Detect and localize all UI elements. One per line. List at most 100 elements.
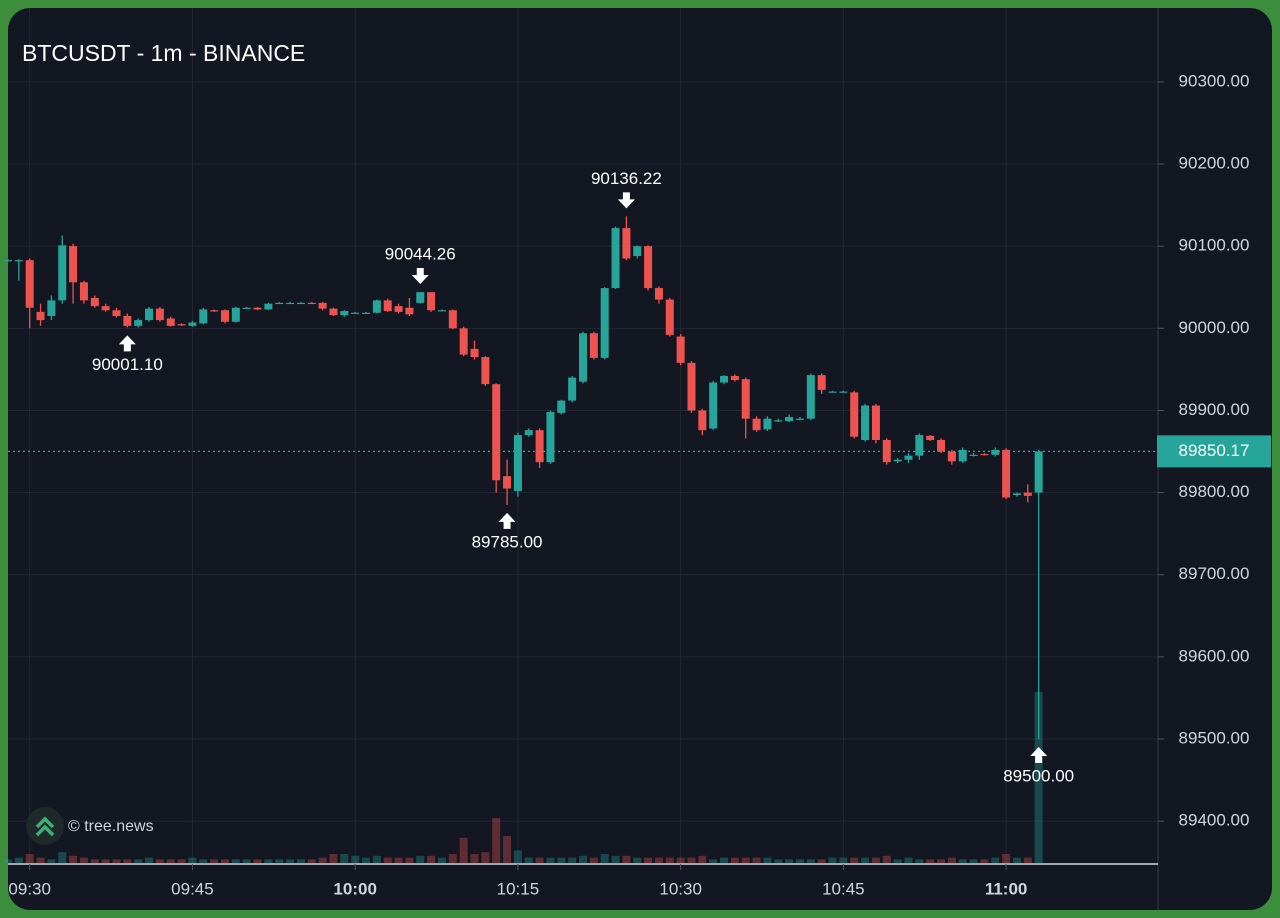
annotation: 90044.26 (385, 244, 456, 284)
volume-bar (416, 855, 425, 863)
volume-bar (904, 857, 913, 863)
volume-bar (763, 857, 772, 863)
volume-bar (622, 855, 631, 863)
volume-bar (806, 859, 815, 863)
candle-body (318, 302, 327, 309)
candle-body (720, 375, 729, 383)
candle-body (481, 357, 490, 385)
candle-body (351, 312, 360, 314)
volume-bar (524, 857, 533, 863)
last-price-box (1157, 435, 1271, 468)
candle-body (448, 310, 457, 329)
candle-body (687, 362, 696, 411)
volume-bar (36, 857, 45, 863)
volume-bar (372, 855, 381, 863)
volume-bar (459, 837, 468, 863)
annotation-arrow (617, 192, 635, 209)
candle-body (394, 306, 403, 312)
candle-body (427, 292, 436, 311)
y-tick-label: 89600.00 (1179, 646, 1250, 665)
volume-bar (980, 859, 989, 863)
candle-body (546, 412, 555, 463)
annotation-arrow (411, 267, 429, 284)
candle-body (730, 375, 739, 381)
candle-body (329, 308, 338, 316)
volume-bar (665, 857, 674, 863)
candle-body (112, 310, 121, 316)
volume-bar (937, 859, 946, 863)
volume-bar (1023, 857, 1032, 863)
candle-body (861, 405, 870, 441)
candle-body (177, 324, 186, 326)
candle-body (937, 440, 946, 452)
candle-body (817, 375, 826, 390)
panel (8, 8, 1272, 910)
volume-bar (210, 859, 219, 863)
volume-bar (296, 859, 305, 863)
volume-bar (1034, 692, 1043, 863)
volume-bar (611, 855, 620, 863)
volume-bar (134, 859, 143, 863)
candle-body (296, 302, 305, 305)
annotation: 89500.00 (1003, 746, 1074, 785)
volume-bar (155, 859, 164, 863)
volume-bar (633, 857, 642, 863)
candle-body (47, 300, 56, 316)
volume-bar (871, 857, 880, 863)
volume-bar (741, 857, 750, 863)
volume-bar (926, 859, 935, 863)
x-tick-label: 09:45 (171, 879, 214, 898)
annotation: 90136.22 (591, 169, 662, 209)
volume-bar (47, 859, 56, 863)
volume-bar (351, 855, 360, 863)
volume-bar (58, 852, 67, 863)
candle-body (871, 405, 880, 441)
volume-bar (546, 857, 555, 863)
watermark-text: © tree.news (68, 818, 154, 835)
annotation-label: 89500.00 (1003, 766, 1074, 785)
volume-bar (101, 859, 110, 863)
candle-body (416, 292, 425, 303)
y-tick-label: 89400.00 (1179, 811, 1250, 830)
volume-bar (850, 857, 859, 863)
candle-body (600, 288, 609, 358)
volume-bar (589, 857, 598, 863)
volume-bar (503, 836, 512, 863)
volume-bar (785, 859, 794, 863)
volume-bar (264, 859, 273, 863)
candle-body (654, 288, 663, 300)
volume-bar (177, 859, 186, 863)
candle-body (676, 336, 685, 363)
candle-body (362, 312, 371, 314)
annotation-arrow (1030, 746, 1048, 763)
volume-bar (112, 859, 121, 863)
candle-body (969, 454, 978, 457)
watermark-icon (35, 816, 55, 837)
candle-body (4, 260, 12, 262)
volume-bar (481, 852, 490, 863)
volume-bar (752, 857, 761, 863)
watermark: © tree.news (26, 807, 154, 845)
candle-body (90, 297, 99, 307)
y-tick-label: 90100.00 (1179, 236, 1250, 255)
candle-body (155, 308, 164, 321)
volume-bar (687, 857, 696, 863)
candle-body (893, 459, 902, 462)
candle-body (253, 307, 262, 310)
candle-body (513, 435, 522, 491)
candle-body (275, 302, 284, 305)
candle-body (557, 400, 566, 413)
candle-body (79, 282, 88, 301)
candle-body (589, 333, 598, 358)
volume-bar (242, 859, 251, 863)
candle-body (850, 392, 859, 437)
volume-bar (882, 855, 891, 863)
y-tick-label: 90200.00 (1179, 154, 1250, 173)
volume-bar (307, 859, 316, 863)
annotation-arrow (498, 512, 516, 529)
volume-bar (220, 859, 229, 863)
candle-body (839, 391, 848, 393)
candle-body (991, 449, 1000, 455)
candle-body (828, 391, 837, 393)
volume-bar (145, 857, 154, 863)
